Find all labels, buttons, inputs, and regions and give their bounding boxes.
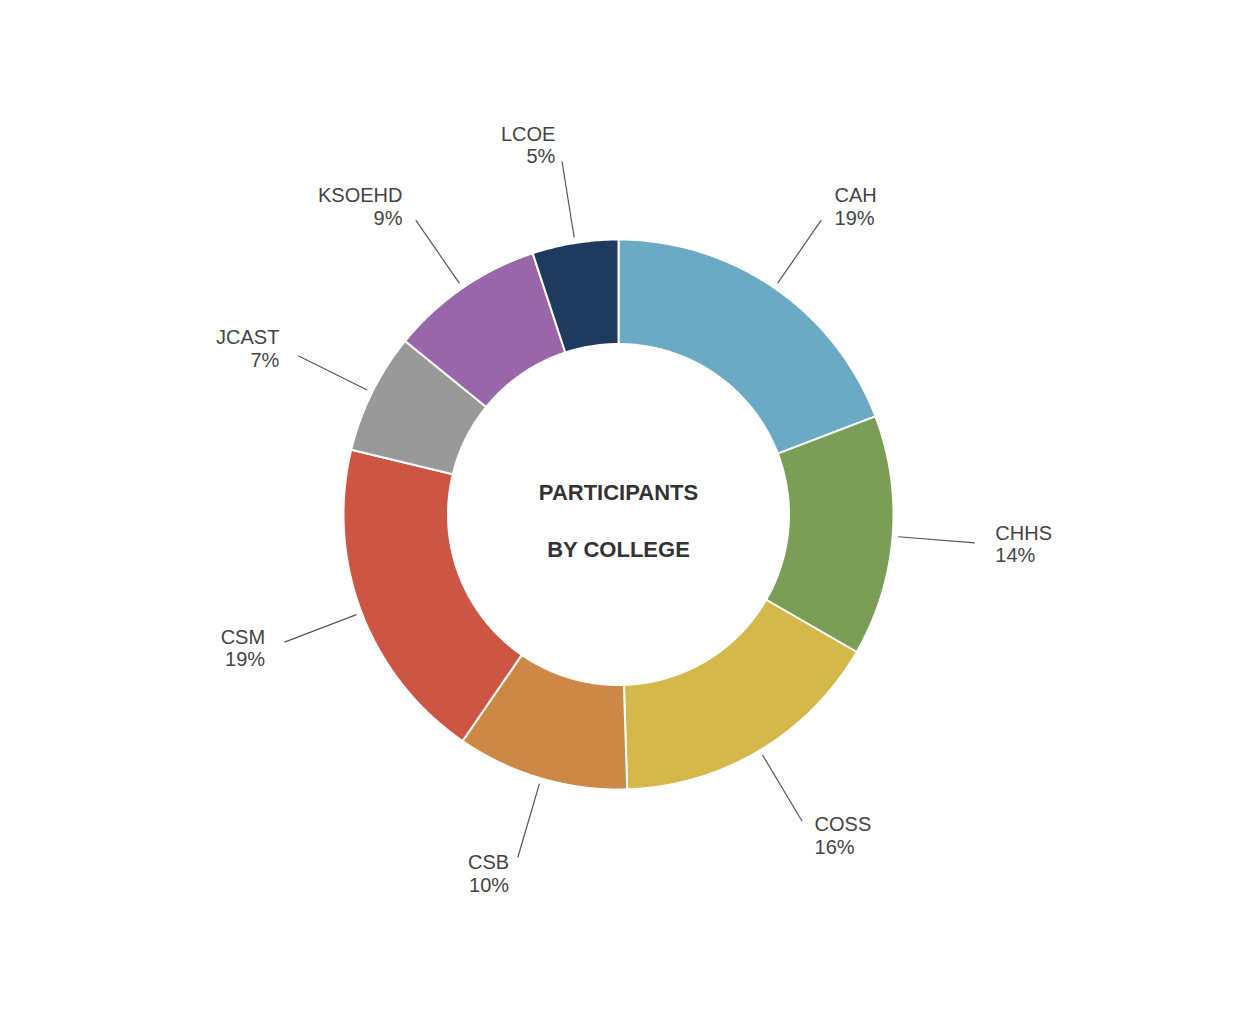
svg-text:14%: 14% [995, 544, 1035, 566]
svg-text:5%: 5% [527, 145, 556, 167]
svg-text:19%: 19% [835, 207, 875, 229]
svg-text:10%: 10% [469, 874, 509, 896]
svg-text:KSOEHD: KSOEHD [318, 184, 402, 206]
svg-text:16%: 16% [815, 836, 855, 858]
svg-text:CHHS: CHHS [995, 522, 1052, 544]
svg-text:19%: 19% [225, 648, 265, 670]
svg-text:LCOE: LCOE [501, 123, 555, 145]
svg-text:9%: 9% [374, 207, 403, 229]
svg-text:CAH: CAH [835, 184, 877, 206]
svg-text:CSM: CSM [221, 626, 265, 648]
svg-text:7%: 7% [250, 349, 279, 371]
svg-text:PARTICIPANTS: PARTICIPANTS [539, 480, 698, 505]
svg-text:BY COLLEGE: BY COLLEGE [547, 537, 690, 562]
svg-text:CSB: CSB [468, 851, 509, 873]
svg-text:COSS: COSS [815, 813, 872, 835]
svg-text:JCAST: JCAST [216, 326, 279, 348]
